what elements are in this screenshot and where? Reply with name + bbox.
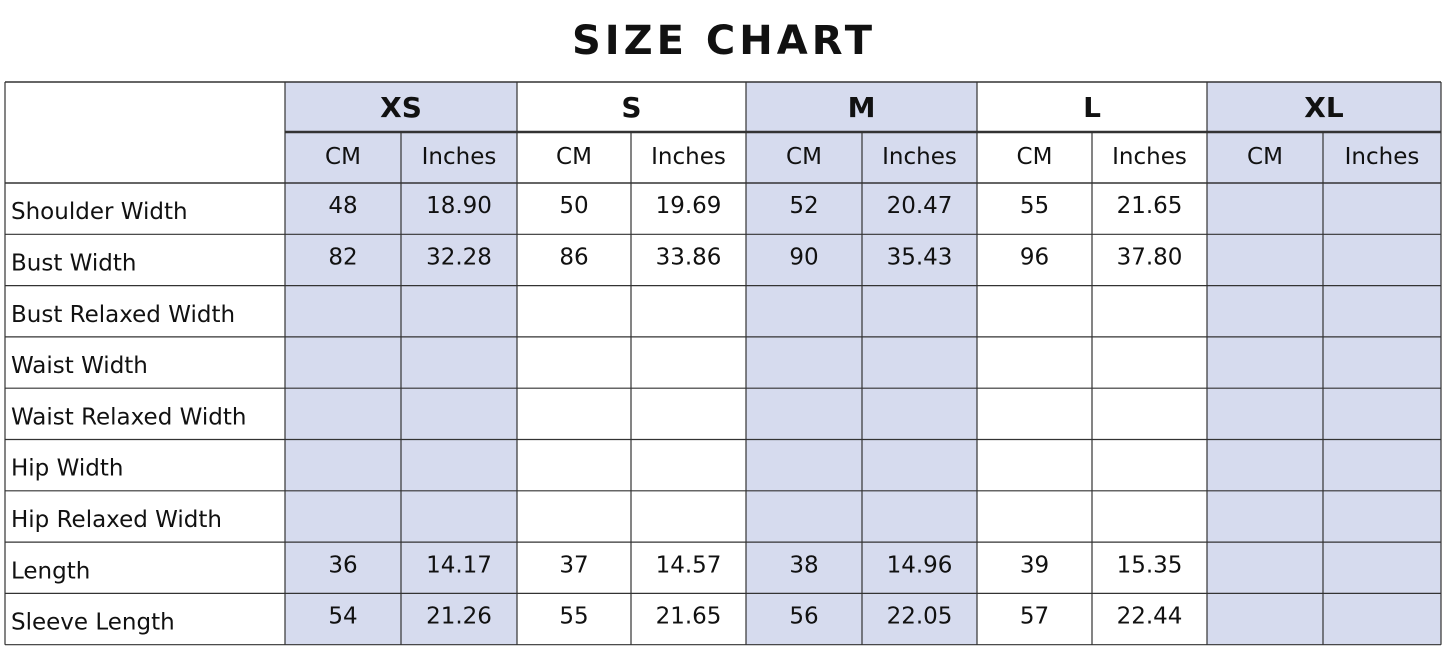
unit-header: CM xyxy=(1247,144,1283,170)
size-header: XL xyxy=(1304,91,1344,124)
unit-header: CM xyxy=(786,144,822,170)
row-label: Bust Relaxed Width xyxy=(11,302,235,328)
cell-value: 33.86 xyxy=(656,244,722,270)
cell-value: 21.65 xyxy=(656,604,722,630)
cell-value: 90 xyxy=(789,244,818,270)
cell-value: 39 xyxy=(1020,552,1049,578)
cell-value: 14.57 xyxy=(656,552,722,578)
unit-header: CM xyxy=(325,144,361,170)
cell-value: 14.96 xyxy=(887,552,953,578)
row-label: Hip Relaxed Width xyxy=(11,507,222,533)
cell-value: 22.05 xyxy=(887,604,953,630)
cell-value: 82 xyxy=(328,244,357,270)
cell-value: 52 xyxy=(789,193,818,219)
size-header: S xyxy=(621,91,641,124)
cell-value: 86 xyxy=(559,244,588,270)
unit-header: Inches xyxy=(1112,144,1187,170)
cell-value: 50 xyxy=(559,193,588,219)
cell-value: 55 xyxy=(1020,193,1049,219)
cell-value: 19.69 xyxy=(656,193,722,219)
cell-value: 37.80 xyxy=(1117,244,1183,270)
cell-value: 14.17 xyxy=(426,552,492,578)
unit-header: Inches xyxy=(651,144,726,170)
cell-value: 96 xyxy=(1020,244,1049,270)
row-label: Waist Relaxed Width xyxy=(11,404,246,430)
title: SIZE CHART xyxy=(572,18,876,64)
cell-value: 18.90 xyxy=(426,193,492,219)
size-header: L xyxy=(1083,91,1101,124)
cell-value: 54 xyxy=(328,604,357,630)
row-label: Waist Width xyxy=(11,353,148,379)
cell-value: 36 xyxy=(328,552,357,578)
size-column-shade xyxy=(1207,82,1441,645)
cell-value: 57 xyxy=(1020,604,1049,630)
cell-value: 35.43 xyxy=(887,244,953,270)
size-header: XS xyxy=(380,91,422,124)
unit-header: CM xyxy=(556,144,592,170)
row-label: Shoulder Width xyxy=(11,199,188,225)
cell-value: 21.26 xyxy=(426,604,492,630)
unit-header: CM xyxy=(1017,144,1053,170)
cell-value: 48 xyxy=(328,193,357,219)
cell-value: 15.35 xyxy=(1117,552,1183,578)
cell-value: 20.47 xyxy=(887,193,953,219)
row-label: Length xyxy=(11,558,90,584)
unit-header: Inches xyxy=(882,144,957,170)
unit-header: Inches xyxy=(1345,144,1420,170)
cell-value: 21.65 xyxy=(1117,193,1183,219)
cell-value: 55 xyxy=(559,604,588,630)
cell-value: 22.44 xyxy=(1117,604,1183,630)
cell-value: 56 xyxy=(789,604,818,630)
cell-value: 32.28 xyxy=(426,244,492,270)
unit-header: Inches xyxy=(422,144,497,170)
row-label: Bust Width xyxy=(11,250,137,276)
size-header: M xyxy=(848,91,876,124)
cell-value: 38 xyxy=(789,552,818,578)
cell-value: 37 xyxy=(559,552,588,578)
row-label: Hip Width xyxy=(11,456,123,482)
row-label: Sleeve Length xyxy=(11,610,175,636)
